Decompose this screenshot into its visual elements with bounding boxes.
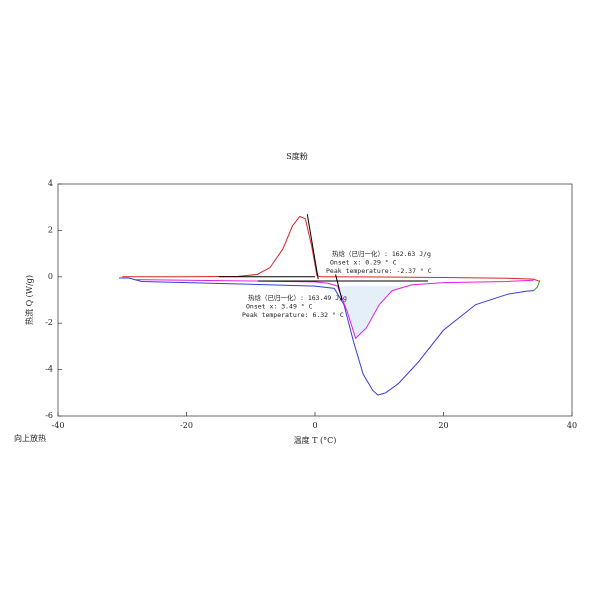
y-tick-label: -6	[45, 411, 53, 420]
x-axis-label: 温度 T (°C)	[294, 435, 337, 445]
series-line	[533, 280, 541, 292]
annotation: Onset x: 3.49 ° C	[246, 303, 313, 311]
corner-note: 向上放热	[14, 433, 46, 443]
x-tick-label: 40	[567, 421, 577, 430]
y-axis-label: 热流 Q (W/g)	[24, 275, 34, 325]
annotation: Onset x: 0.29 ° C	[330, 259, 397, 267]
annotation: 热焓（已归一化）: 163.49 J/g	[248, 293, 347, 302]
x-tick-label: -40	[52, 421, 65, 430]
series-line	[122, 215, 541, 282]
annotation: 热焓（已归一化）: 162.63 J/g	[332, 249, 431, 258]
series-line	[335, 274, 343, 301]
y-tick-label: -2	[45, 318, 53, 327]
y-tick-label: 0	[48, 272, 53, 281]
y-tick-label: 2	[48, 225, 53, 234]
series-line	[306, 214, 319, 280]
annotation: Peak temperature: -2.37 ° C	[326, 267, 432, 275]
shaded-area	[337, 284, 425, 339]
y-tick-label: -4	[45, 365, 53, 374]
chart-title: S度粉	[286, 151, 307, 161]
x-tick-label: -20	[180, 421, 193, 430]
x-tick-label: 20	[438, 421, 448, 430]
series-line	[119, 277, 534, 396]
y-tick-label: 4	[48, 179, 53, 188]
annotation: Peak temperature: 6.32 ° C	[242, 311, 344, 319]
x-tick-label: 0	[312, 421, 317, 430]
